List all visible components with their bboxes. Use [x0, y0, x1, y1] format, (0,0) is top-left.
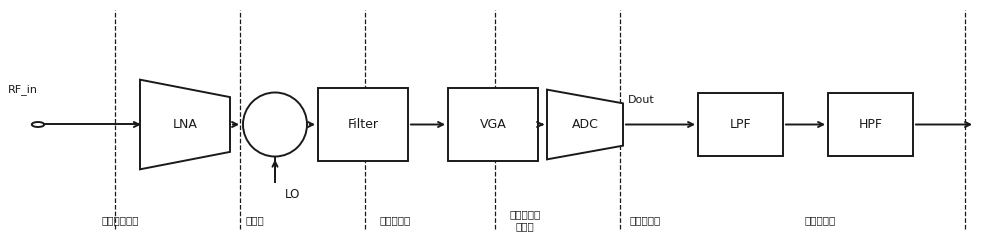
Polygon shape [547, 90, 623, 159]
Text: 可编程增益
放大器: 可编程增益 放大器 [509, 209, 541, 232]
Text: 模数转化器: 模数转化器 [629, 215, 661, 225]
Text: LNA: LNA [173, 118, 197, 131]
Text: Filter: Filter [348, 118, 378, 131]
Text: Dout: Dout [628, 95, 655, 105]
Bar [698, 93, 783, 156]
Text: HPF: HPF [858, 118, 883, 131]
Bar [318, 88, 408, 161]
Text: 数字滤波器: 数字滤波器 [804, 215, 836, 225]
Polygon shape [140, 80, 230, 169]
Bar [448, 88, 538, 161]
Ellipse shape [243, 92, 307, 157]
Text: RF_in: RF_in [8, 84, 38, 95]
Text: 模拟滤波器: 模拟滤波器 [379, 215, 411, 225]
Text: 混频器: 混频器 [246, 215, 264, 225]
Text: LPF: LPF [730, 118, 751, 131]
Bar [828, 93, 913, 156]
Text: 低噪声放大器: 低噪声放大器 [101, 215, 139, 225]
Text: LO: LO [285, 188, 300, 201]
Text: ADC: ADC [572, 118, 598, 131]
Text: VGA: VGA [480, 118, 506, 131]
